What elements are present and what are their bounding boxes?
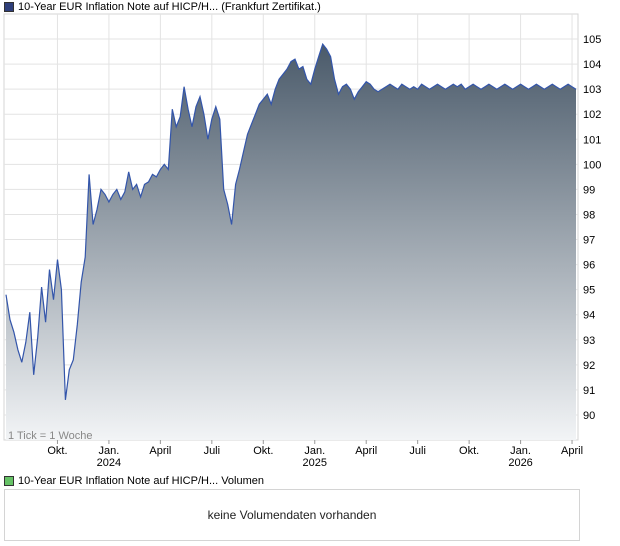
y-tick-label: 100: [583, 159, 601, 171]
price-chart: 90 91 92 93 94 95 96 97 98 99 100 101 102 103 104 105 O…: [3, 13, 601, 469]
price-legend: 10-Year EUR Inflation Note auf HICP/H...…: [4, 1, 321, 13]
price-legend-label: 10-Year EUR Inflation Note auf HICP/H...…: [18, 1, 321, 13]
y-tick-label: 93: [583, 335, 595, 347]
x-tick-label: Juli: [204, 445, 221, 457]
x-tick-label: April: [149, 445, 171, 457]
y-tick-label: 103: [583, 84, 601, 96]
y-tick-label: 90: [583, 410, 595, 422]
x-tick-label: April: [561, 445, 583, 457]
y-tick-label: 91: [583, 385, 595, 397]
y-tick-label: 95: [583, 285, 595, 297]
x-tick-label: Okt.: [47, 445, 67, 457]
x-tick-year-label: 2026: [508, 457, 532, 469]
y-tick-label: 96: [583, 260, 595, 272]
y-tick-label: 92: [583, 360, 595, 372]
x-tick-year-label: 2024: [97, 457, 121, 469]
price-legend-swatch: [4, 2, 14, 12]
x-tick-year-label: 2025: [303, 457, 327, 469]
y-tick-label: 94: [583, 310, 595, 322]
volume-panel: keine Volumendaten vorhanden: [4, 489, 580, 541]
x-tick-label: Juli: [409, 445, 426, 457]
price-line: [5, 42, 577, 400]
y-tick-label: 105: [583, 34, 601, 46]
volume-empty-message: keine Volumendaten vorhanden: [207, 508, 377, 522]
price-area: [6, 44, 576, 440]
volume-legend-swatch: [4, 476, 14, 486]
x-tick-label: Okt.: [459, 445, 479, 457]
volume-legend-label: 10-Year EUR Inflation Note auf HICP/H...…: [18, 475, 264, 487]
y-tick-label: 97: [583, 235, 595, 247]
volume-legend: 10-Year EUR Inflation Note auf HICP/H...…: [4, 475, 264, 487]
x-tick-label: April: [355, 445, 377, 457]
y-tick-label: 102: [583, 109, 601, 121]
x-tick-label: Jan.: [99, 445, 120, 457]
y-tick-label: 99: [583, 184, 595, 196]
y-axis: 90 91 92 93 94 95 96 97 98 99 100 101 102 103 104 105: [583, 34, 601, 422]
y-tick-label: 101: [583, 134, 601, 146]
x-tick-label: Okt.: [253, 445, 273, 457]
tick-note: 1 Tick = 1 Woche: [8, 430, 92, 442]
y-tick-label: 98: [583, 209, 595, 221]
x-tick-label: Jan.: [510, 445, 531, 457]
y-tick-label: 104: [583, 59, 601, 71]
x-tick-label: Jan.: [304, 445, 325, 457]
